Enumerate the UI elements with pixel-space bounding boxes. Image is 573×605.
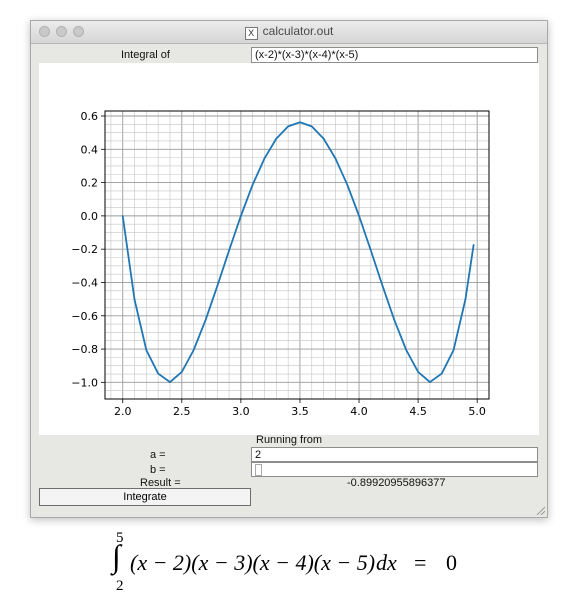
a-input[interactable]: 2 [251,447,538,462]
integrand: (x − 2)(x − 3)(x − 4)(x − 5) [130,550,376,575]
data-point [121,215,124,217]
data-point [381,285,384,287]
y-tick-label: −0.6 [71,310,98,323]
plot-frame [104,110,490,400]
data-point [240,215,242,217]
data-point [192,349,195,351]
y-tick-label: 0.6 [81,110,99,123]
data-point [334,157,337,160]
data-point [440,372,443,375]
data-point [322,137,325,140]
cursor-icon [255,464,262,476]
data-point [228,249,230,252]
resize-grip-icon[interactable] [535,505,545,515]
result-label: Result = [140,477,181,489]
data-point [251,183,254,186]
x-tick-label: 3.5 [291,405,309,418]
x11-icon: X [244,27,258,40]
y-tick-label: −0.2 [71,243,98,256]
data-point [181,371,183,373]
result-value: -0.89920955896377 [347,477,446,489]
lower-limit: 2 [116,578,124,594]
data-point [452,349,455,351]
window-title-text: calculator.out [262,24,334,38]
y-tick-label: −0.4 [71,276,98,289]
function-plot: 2.0 2.5 3.0 3.5 4.0 4.5 5.0 0.6 0.4 0.2 0.0 −0.2 −0.… [71,110,490,418]
data-point [275,137,278,140]
result-zero: 0 [446,550,457,575]
b-input[interactable] [251,462,538,477]
equals-sign: = [414,550,427,575]
data-point [145,349,148,351]
plot-area: 2.0 2.5 3.0 3.5 4.0 4.5 5.0 0.6 0.4 0.2 0.0 −0.2 −0.… [39,63,539,435]
x-tick-label: 3.0 [232,405,250,418]
x-tick-label: 4.5 [409,405,427,418]
integrate-button[interactable]: Integrate [39,488,251,506]
data-point [358,215,360,217]
data-point [157,372,159,375]
y-tick-label: 0.2 [81,177,99,190]
x-tick-label: 5.0 [468,405,486,418]
data-point [299,121,301,124]
x-tick-label: 2.5 [173,405,191,418]
expression-input[interactable]: (x-2)*(x-3)*(x-4)*(x-5) [251,47,538,63]
data-point [346,183,349,186]
data-point [133,298,136,301]
minimize-window-button[interactable] [56,26,67,37]
y-tick-label: 0.4 [81,143,99,156]
function-curve-line [121,121,475,383]
data-point [464,298,467,301]
data-point [310,125,313,128]
data-point [417,371,419,373]
data-point [370,249,372,252]
integral-sign-icon: ∫ [112,538,121,574]
close-window-button[interactable] [39,26,50,37]
data-point [216,285,219,287]
data-point [204,319,207,322]
data-point [429,381,431,383]
dx-symbol: dx [376,550,397,575]
data-point [169,381,171,383]
data-point [472,243,475,246]
running-from-label: Running from [256,434,323,446]
x-tick-label: 4.0 [350,405,368,418]
x-tick-label: 2.0 [114,405,132,418]
data-point [405,349,408,351]
y-tick-label: −0.8 [71,343,98,356]
zoom-window-button[interactable] [73,26,84,37]
y-tick-label: −1.0 [71,376,98,389]
y-tick-label: 0.0 [81,210,99,223]
upper-limit: 5 [116,530,124,546]
data-point [263,157,266,160]
integral-of-label: Integral of [121,49,170,61]
b-label: b = [150,464,166,476]
data-point [393,319,396,322]
a-label: a = [150,449,166,461]
data-point [287,125,289,128]
